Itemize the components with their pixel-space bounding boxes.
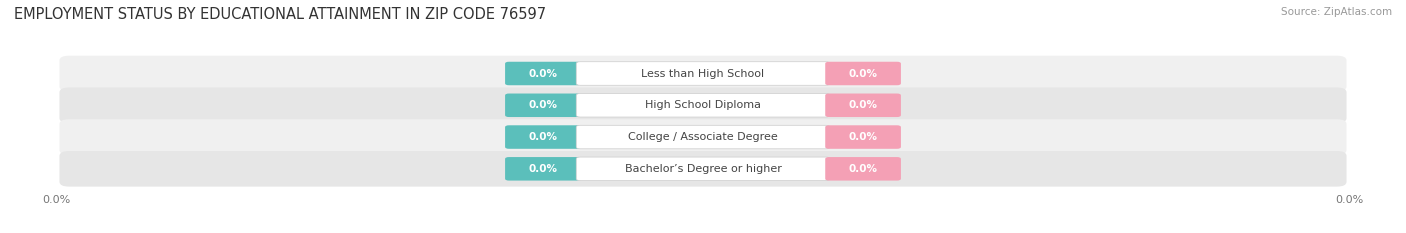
Text: High School Diploma: High School Diploma [645,100,761,110]
FancyBboxPatch shape [576,93,830,117]
FancyBboxPatch shape [825,93,901,117]
FancyBboxPatch shape [825,157,901,181]
Text: 0.0%: 0.0% [849,132,877,142]
FancyBboxPatch shape [576,62,830,85]
Text: 0.0%: 0.0% [529,100,557,110]
FancyBboxPatch shape [59,151,1347,187]
Text: 0.0%: 0.0% [529,132,557,142]
FancyBboxPatch shape [505,93,581,117]
Text: 0.0%: 0.0% [529,164,557,174]
Text: EMPLOYMENT STATUS BY EDUCATIONAL ATTAINMENT IN ZIP CODE 76597: EMPLOYMENT STATUS BY EDUCATIONAL ATTAINM… [14,7,546,22]
Text: 0.0%: 0.0% [849,69,877,79]
FancyBboxPatch shape [59,56,1347,91]
Text: Less than High School: Less than High School [641,69,765,79]
Legend: In Labor Force, Unemployed: In Labor Force, Unemployed [603,229,803,233]
FancyBboxPatch shape [576,125,830,149]
Text: 0.0%: 0.0% [849,100,877,110]
Text: 0.0%: 0.0% [849,164,877,174]
FancyBboxPatch shape [825,62,901,85]
FancyBboxPatch shape [576,157,830,181]
FancyBboxPatch shape [505,125,581,149]
FancyBboxPatch shape [505,157,581,181]
FancyBboxPatch shape [59,87,1347,123]
FancyBboxPatch shape [825,125,901,149]
Text: 0.0%: 0.0% [529,69,557,79]
Text: College / Associate Degree: College / Associate Degree [628,132,778,142]
Text: Source: ZipAtlas.com: Source: ZipAtlas.com [1281,7,1392,17]
FancyBboxPatch shape [59,119,1347,155]
Text: Bachelor’s Degree or higher: Bachelor’s Degree or higher [624,164,782,174]
FancyBboxPatch shape [505,62,581,85]
